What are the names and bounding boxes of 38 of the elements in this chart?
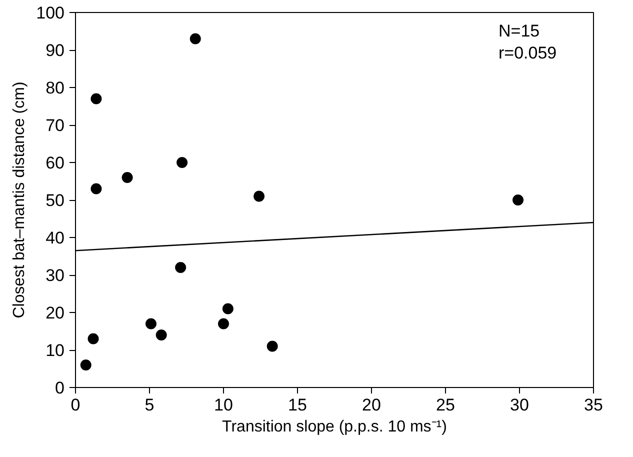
x-tick-label: 20 [362, 396, 381, 414]
y-tick-label: 20 [46, 304, 65, 322]
point [145, 318, 156, 330]
annotation: N=15 [498, 22, 540, 40]
point [122, 172, 133, 183]
x-tick-label: 10 [214, 396, 233, 414]
point [175, 262, 186, 273]
x-tick-label: 0 [70, 396, 80, 414]
point [254, 190, 265, 202]
x-axis-title: Transition slope (p.p.s. 10 ms⁻¹) [222, 418, 447, 436]
point [218, 318, 229, 330]
y-tick-label: 40 [46, 228, 65, 248]
x-tick-label: 30 [510, 396, 529, 414]
point [222, 303, 234, 314]
point [80, 360, 92, 370]
x-tick-label: 25 [436, 396, 455, 414]
point [176, 157, 188, 168]
point [512, 194, 524, 206]
y-tick-label: 70 [46, 116, 65, 135]
x-tick-label: 5 [144, 396, 154, 414]
y-tick-label: 60 [46, 154, 65, 172]
y-tick-label: 80 [46, 78, 65, 98]
y-tick-label: 50 [46, 191, 65, 210]
y-tick-label: 90 [46, 41, 65, 60]
point [88, 333, 99, 344]
y-tick-label: 0 [55, 378, 65, 398]
point [90, 93, 102, 104]
x-tick-label: 15 [288, 396, 307, 414]
y-axis-title: Closest bat–mantis distance (cm) [11, 82, 28, 318]
y-tick-label: 100 [36, 4, 65, 22]
y-tick-label: 30 [46, 266, 65, 285]
point [156, 330, 167, 340]
x-tick-label: 35 [584, 396, 603, 414]
point [266, 340, 278, 352]
point [190, 33, 201, 44]
y-tick-label: 10 [46, 341, 65, 360]
point [90, 183, 102, 194]
annotation: r=0.059 [498, 44, 557, 62]
